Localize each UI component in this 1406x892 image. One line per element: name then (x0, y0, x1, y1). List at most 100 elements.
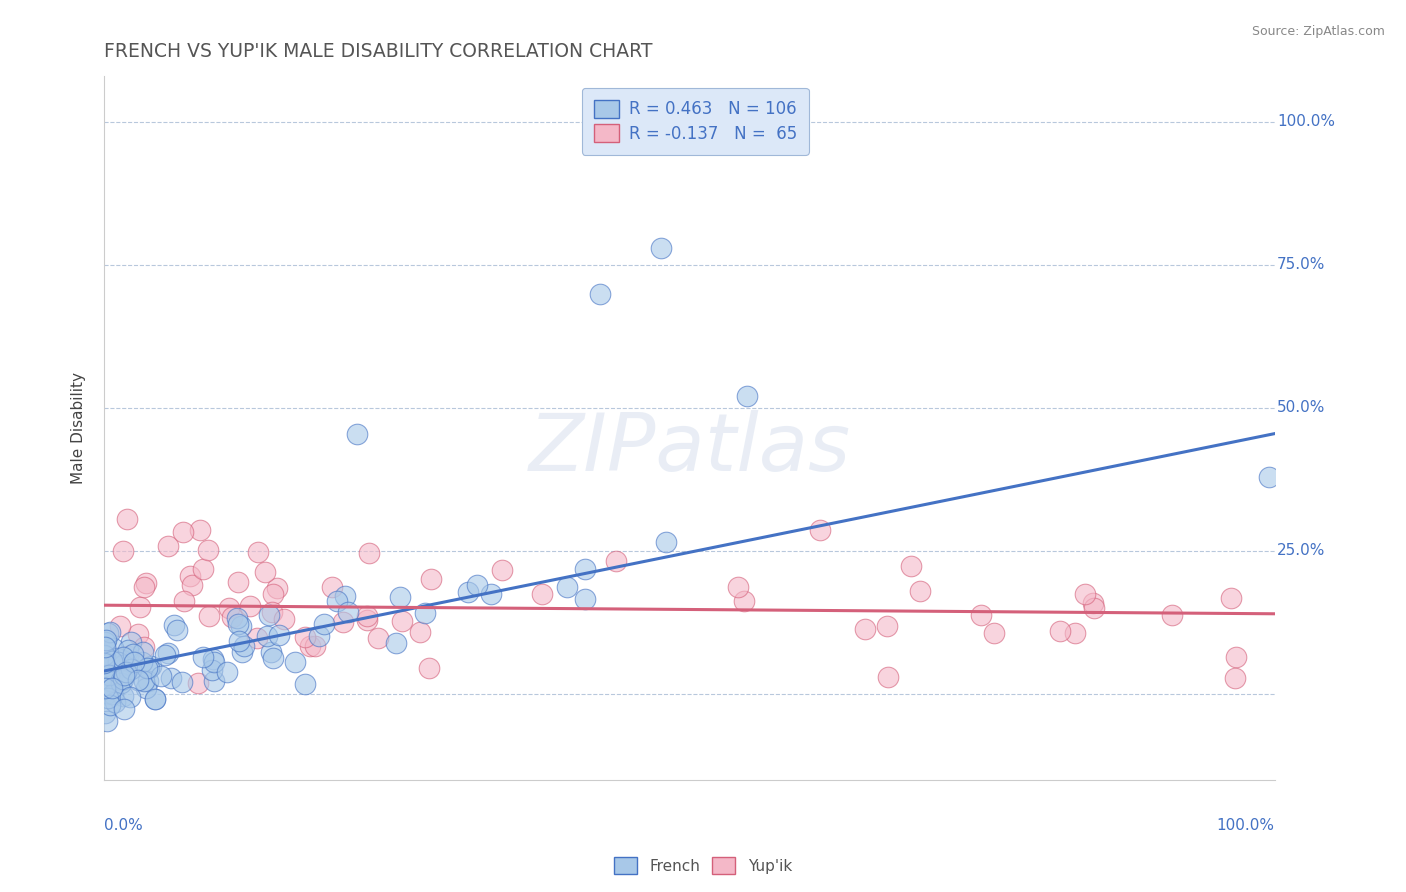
Point (1063, 626, 1085, 640)
Point (127, 627, 149, 641)
Point (135, 681, 157, 695)
Y-axis label: Male Disability: Male Disability (72, 372, 86, 484)
Point (93, 681, 115, 695)
Point (139, 658, 162, 673)
Point (136, 674, 159, 689)
Point (150, 669, 173, 683)
Point (108, 619, 131, 633)
Text: 25.0%: 25.0% (1277, 543, 1326, 558)
Text: 0.0%: 0.0% (104, 818, 143, 833)
Legend: R = 0.463   N = 106, R = -0.137   N =  65: R = 0.463 N = 106, R = -0.137 N = 65 (582, 88, 808, 154)
Point (256, 629, 278, 643)
Text: 100.0%: 100.0% (1277, 114, 1334, 129)
Text: Source: ZipAtlas.com: Source: ZipAtlas.com (1251, 25, 1385, 38)
Point (415, 606, 437, 620)
Point (94, 687, 117, 701)
Point (420, 572, 443, 586)
Point (853, 622, 876, 636)
Point (97, 626, 120, 640)
Point (94, 640, 117, 654)
Point (418, 661, 440, 675)
Point (132, 580, 155, 594)
Point (1081, 596, 1104, 610)
Point (335, 589, 357, 603)
Point (1074, 587, 1097, 601)
Point (385, 636, 408, 650)
Point (1225, 671, 1247, 685)
Point (172, 524, 194, 539)
Point (574, 591, 596, 606)
Point (1220, 591, 1243, 605)
Point (294, 630, 316, 644)
Point (166, 624, 188, 638)
Point (332, 615, 354, 629)
Point (94, 662, 117, 676)
Point (226, 616, 249, 631)
Point (876, 669, 898, 683)
Point (153, 648, 176, 663)
Point (101, 687, 124, 701)
Point (735, 389, 758, 403)
Point (246, 631, 269, 645)
Point (900, 558, 922, 573)
Point (117, 642, 139, 657)
Point (103, 641, 125, 656)
Point (357, 546, 380, 560)
Point (808, 523, 831, 537)
Point (326, 593, 349, 607)
Point (589, 286, 612, 301)
Point (198, 608, 221, 623)
Point (202, 673, 225, 688)
Point (314, 616, 336, 631)
Point (120, 662, 142, 676)
Point (104, 695, 127, 709)
Point (298, 639, 321, 653)
Point (273, 612, 295, 626)
Point (388, 591, 411, 605)
Point (228, 634, 250, 648)
Point (179, 568, 201, 582)
Point (908, 583, 931, 598)
Point (346, 426, 368, 441)
Point (266, 582, 288, 596)
Point (337, 605, 360, 619)
Point (197, 543, 219, 558)
Point (131, 655, 153, 669)
Point (1225, 650, 1247, 665)
Point (239, 599, 262, 614)
Point (101, 654, 124, 668)
Point (356, 613, 378, 627)
Point (93, 635, 115, 649)
Point (101, 681, 124, 695)
Point (112, 658, 135, 673)
Point (120, 635, 142, 649)
Point (163, 618, 186, 632)
Point (112, 702, 135, 716)
Point (233, 639, 256, 653)
Legend: French, Yup'ik: French, Yup'ik (607, 851, 799, 880)
Point (876, 619, 898, 633)
Point (217, 665, 239, 679)
Point (202, 655, 225, 669)
Point (136, 661, 159, 675)
Point (260, 605, 283, 619)
Point (201, 663, 224, 677)
Point (112, 667, 135, 681)
Point (655, 534, 678, 549)
Point (1257, 469, 1279, 483)
Point (321, 580, 343, 594)
Point (970, 607, 993, 622)
Point (1160, 608, 1182, 623)
Point (100, 674, 122, 689)
Point (114, 660, 136, 674)
Point (262, 587, 284, 601)
Point (107, 656, 129, 670)
Point (112, 689, 135, 703)
Point (122, 647, 145, 661)
Point (202, 651, 225, 665)
Point (574, 562, 596, 576)
Point (143, 691, 166, 706)
Point (457, 585, 479, 599)
Point (221, 610, 243, 624)
Point (269, 628, 291, 642)
